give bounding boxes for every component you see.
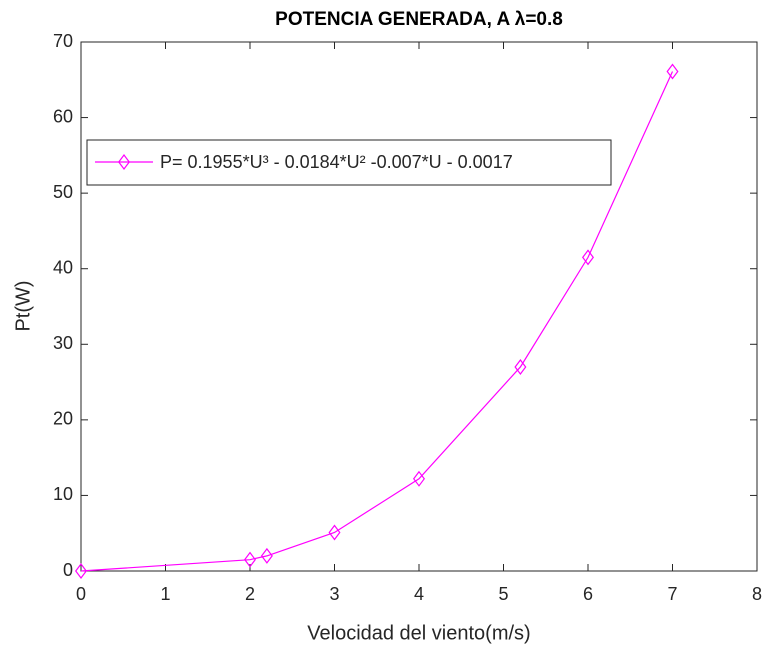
y-tick-label: 10 xyxy=(53,484,73,504)
data-point xyxy=(260,547,273,564)
y-tick-label: 70 xyxy=(53,31,73,51)
series-line xyxy=(80,71,674,572)
x-tick-label: 5 xyxy=(498,584,508,604)
data-point xyxy=(413,470,425,487)
y-axis-label: Pt(W) xyxy=(12,280,34,331)
data-point xyxy=(75,563,87,579)
data-point xyxy=(514,358,527,375)
legend-box xyxy=(86,139,612,186)
data-point xyxy=(582,249,594,266)
x-tick-label: 2 xyxy=(245,584,255,604)
legend-marker xyxy=(118,154,130,170)
y-tick-label: 0 xyxy=(63,560,73,580)
plot-area xyxy=(80,41,758,572)
y-tick-label: 60 xyxy=(53,106,73,126)
data-point xyxy=(666,63,679,80)
x-tick-label: 4 xyxy=(414,584,424,604)
x-axis-label: Velocidad del viento(m/s) xyxy=(307,622,530,644)
chart-title: POTENCIA GENERADA, A λ=0.8 xyxy=(275,9,563,30)
x-tick-label: 1 xyxy=(160,584,170,604)
y-tick-label: 40 xyxy=(53,257,73,277)
y-tick-label: 20 xyxy=(53,409,73,429)
data-point xyxy=(328,524,341,541)
x-tick-label: 3 xyxy=(329,584,339,604)
legend-label: P= 0.1955*U³ - 0.0184*U² -0.007*U - 0.00… xyxy=(160,152,513,172)
x-tick-label: 6 xyxy=(583,584,593,604)
x-tick-label: 8 xyxy=(752,584,762,604)
x-tick-label: 0 xyxy=(76,584,86,604)
y-tick-label: 50 xyxy=(53,182,73,202)
y-tick-label: 30 xyxy=(53,333,73,353)
x-tick-label: 7 xyxy=(667,584,677,604)
data-point xyxy=(244,551,256,568)
